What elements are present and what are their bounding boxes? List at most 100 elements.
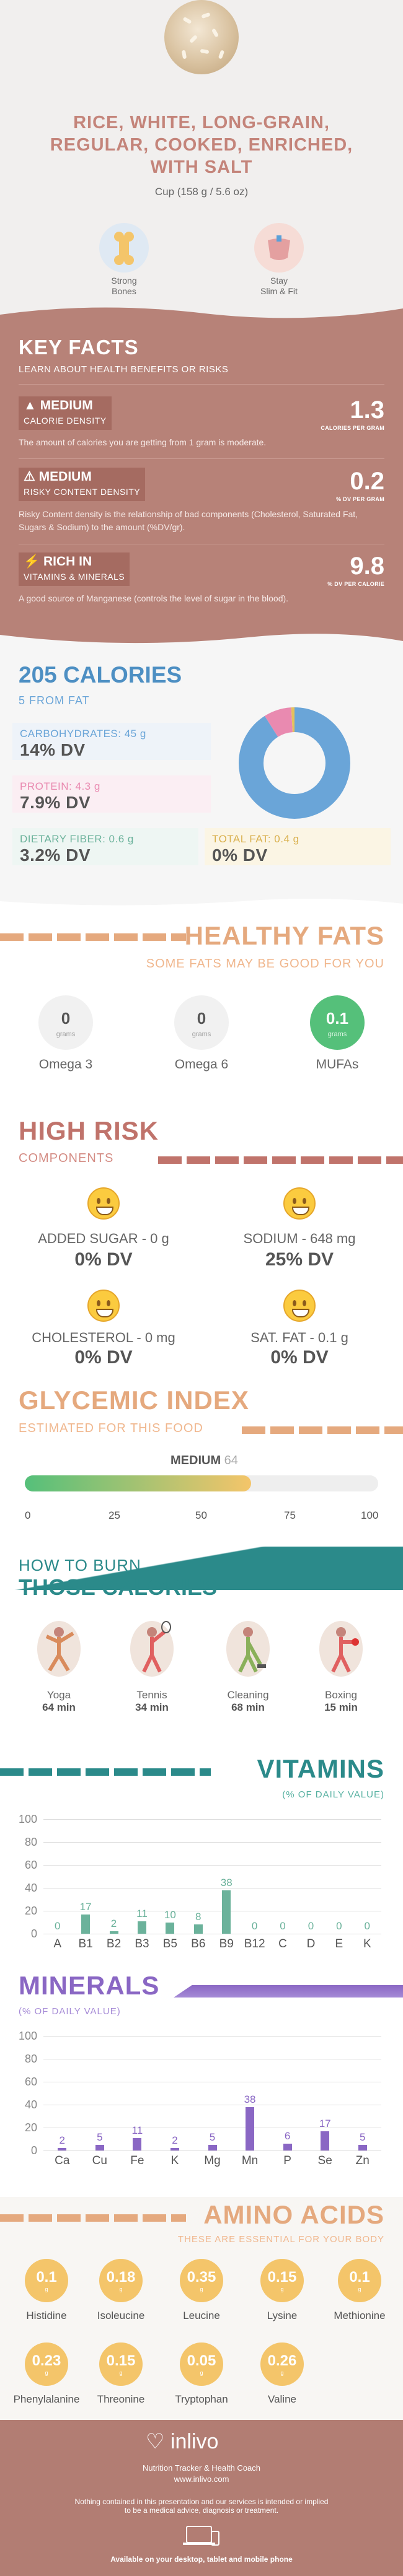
bar-value-label: 5 [359,2131,366,2143]
cholesterol-dv: 0% DV [74,1347,133,1368]
omega3-circle: 0 grams [38,995,93,1050]
y-tick-label: 80 [24,1836,37,1848]
bar-value-label: 6 [284,2129,291,2142]
amino-title: AMINO ACIDS [203,2200,384,2229]
bar-b2 [109,1931,118,1934]
x-tick-label: K [170,2154,179,2167]
website-link[interactable]: www.inlivo.com [174,2474,229,2484]
key-facts-subtitle: LEARN ABOUT HEALTH BENEFITS OR RISKS [19,364,229,375]
sodium-dv: 25% DV [265,1249,334,1270]
burn-title-1: HOW TO BURN [19,1556,141,1574]
calories-title: 205 CALORIES [19,662,182,688]
yoga-icon [37,1621,81,1677]
risky-density-value: 0.2 [350,468,384,495]
decor-stripe [242,1426,403,1434]
bar-ca [58,2148,67,2150]
burn-tennis: Tennis 34 min [135,1689,169,1713]
footer-section: ♡ inlivo Nutrition Tracker & Health Coac… [0,2420,403,2576]
x-tick-label: B9 [219,1937,234,1950]
x-tick-label: Fe [130,2154,144,2167]
amino-label: Threonine [97,2393,145,2405]
amino-section: AMINO ACIDS THESE ARE ESSENTIAL FOR YOUR… [0,2197,403,2420]
bar-value-label: 11 [131,2124,143,2136]
x-tick-label: E [335,1937,343,1950]
added-sugar-label: ADDED SUGAR - 0 g [38,1231,169,1246]
rice-image [164,0,239,74]
bar-b1 [81,1914,91,1934]
x-tick-label: Se [317,2154,332,2167]
vitamins-chart: 0 20 40 60 80 100 0 A 17 B1 2 B2 11 B3 10 B5 8 B6 38 B9 0 B12… [0,1751,403,1968]
amino-circle: 0.15 g [99,2342,143,2386]
vitamins-minerals-tag: ⚡ RICH IN VITAMINS & MINERALS [19,552,130,586]
minerals-title: MINERALS [19,1971,160,2000]
calorie-pie-chart [239,707,350,819]
glycemic-track [25,1475,378,1491]
serving-size: Cup (158 g / 5.6 oz) [154,186,249,198]
amino-circle: 0.15 g [260,2259,304,2302]
key-facts-title: KEY FACTS [19,336,139,359]
pie-slice-fat [239,707,350,819]
added-sugar-dv: 0% DV [74,1249,133,1270]
scale-icon [254,223,304,273]
bar-value-label: 2 [110,1918,117,1930]
x-tick-label: Ca [55,2154,70,2167]
amino-circle: 0.18 g [99,2259,143,2302]
bar-value-label: 10 [164,1908,176,1921]
protein-box: PROTEIN: 4.3 g 7.9% DV [12,775,211,813]
omega3-label: Omega 3 [38,1057,93,1072]
gi-tick: 75 [284,1509,296,1521]
x-tick-label: Mg [204,2154,221,2167]
bar-b9 [222,1890,231,1934]
wave-divider [0,307,403,322]
glycemic-fill [25,1475,251,1491]
bar-value-label: 0 [251,1920,258,1932]
decor-band [0,1547,403,1590]
tagline: Nutrition Tracker & Health Coach [142,2463,261,2473]
burn-title-2: THOSE CALORIES [19,1574,218,1600]
smiley-icon [283,1187,316,1220]
carbs-box: CARBOHYDRATES: 45 g 14% DV [12,723,211,760]
fiber-box: DIETARY FIBER: 0.6 g 3.2% DV [12,828,198,865]
amino-circle: 0.05 g [180,2342,223,2386]
bar-value-label: 0 [336,1920,342,1932]
x-tick-label: D [306,1937,316,1950]
risky-density-desc: Risky Content density is the relationshi… [19,509,358,532]
y-tick-label: 0 [30,2144,37,2157]
high-risk-subtitle: COMPONENTS [19,1151,114,1165]
glycemic-subtitle: ESTIMATED FOR THIS FOOD [19,1421,203,1435]
amino-circle: 0.26 g [260,2342,304,2386]
calorie-density-tag: ▲ MEDIUM CALORIE DENSITY [19,396,112,430]
bar-b6 [193,1924,203,1934]
calorie-density-desc: The amount of calories you are getting f… [19,437,267,447]
amino-subtitle: THESE ARE ESSENTIAL FOR YOUR BODY [177,2234,384,2245]
warning-icon: ⚠ [24,469,35,484]
bar-zn [358,2144,367,2150]
key-facts-section: KEY FACTS LEARN ABOUT HEALTH BENEFITS OR… [0,322,403,648]
decor-stripe [0,1768,211,1776]
bar-value-label: 5 [209,2131,216,2143]
healthy-fats-subtitle: SOME FATS MAY BE GOOD FOR YOU [146,957,384,971]
gi-tick: 50 [195,1509,207,1521]
devices-icon [183,2525,220,2548]
x-tick-label: B3 [135,1937,149,1950]
hero-section: RICE, WHITE, LONG-GRAIN, REGULAR, COOKED… [0,0,403,322]
calorie-density-value: 1.3 [350,396,384,424]
bar-value-label: 0 [308,1920,314,1932]
minerals-subtitle: (% OF DAILY VALUE) [19,2006,121,2017]
y-tick-label: 60 [24,2076,37,2088]
smiley-icon [87,1187,120,1220]
bar-value-label: 38 [220,1876,232,1888]
amino-label: Valine [268,2393,296,2405]
wave-divider [0,899,403,909]
amino-label: Isoleucine [97,2310,145,2321]
bar-value-label: 0 [54,1920,61,1932]
y-tick-label: 0 [30,1928,37,1940]
amino-label: Tryptophan [175,2393,228,2405]
bar-value-label: 0 [364,1920,371,1932]
lightning-icon: ⚡ [24,554,40,569]
x-tick-label: K [363,1937,371,1950]
x-tick-label: Cu [92,2154,107,2167]
availability-note: Available on your desktop, tablet and mo… [110,2555,293,2564]
y-tick-label: 100 [19,2030,38,2042]
cholesterol-label: CHOLESTEROL - 0 mg [32,1330,175,1345]
